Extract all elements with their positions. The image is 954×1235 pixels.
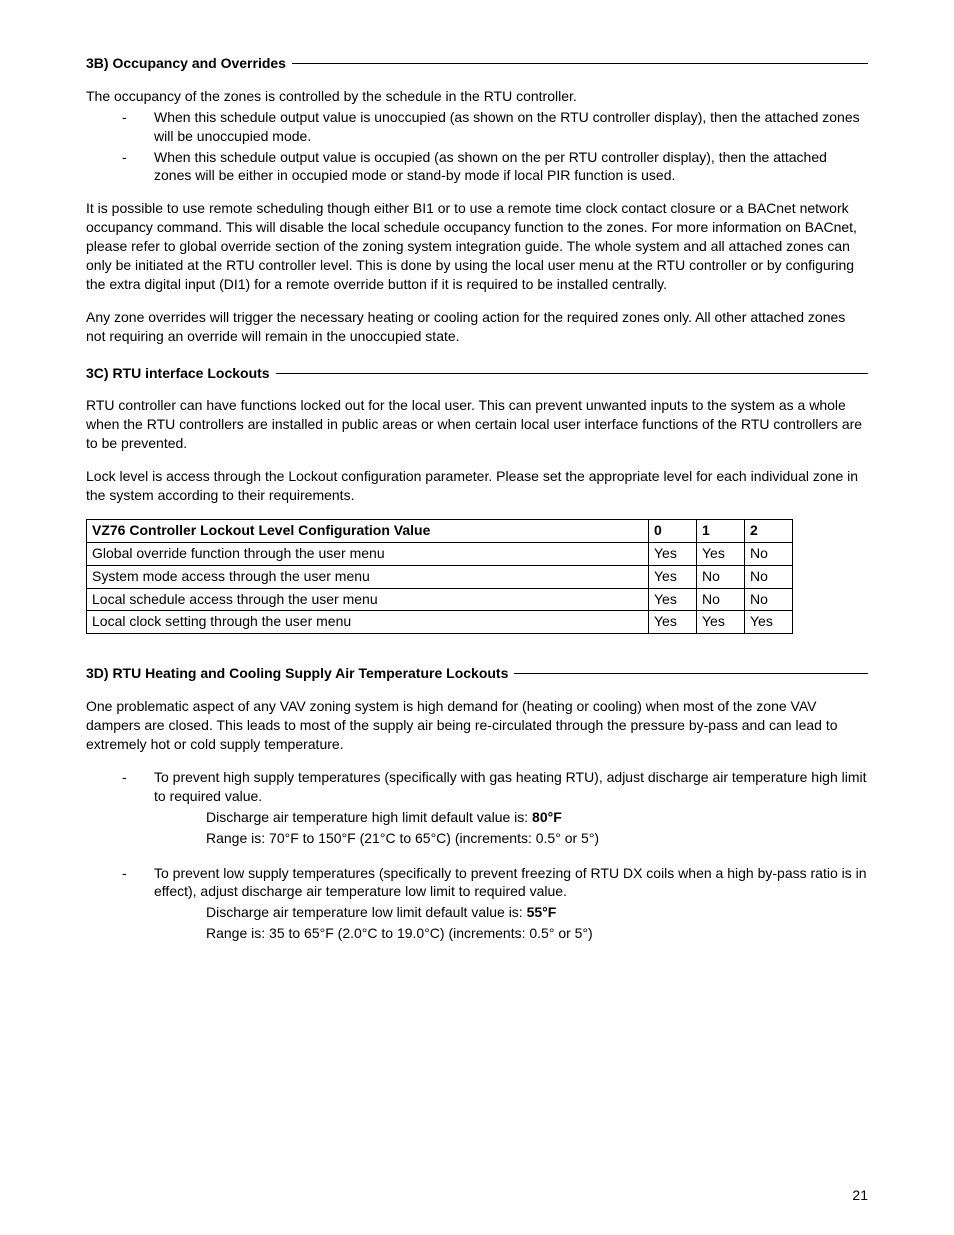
table-cell: Yes xyxy=(649,542,697,565)
table-header-cell: 2 xyxy=(745,519,793,542)
table-cell: Yes xyxy=(697,542,745,565)
para-3d-1: One problematic aspect of any VAV zoning… xyxy=(86,697,868,754)
heading-3d-text: 3D) RTU Heating and Cooling Supply Air T… xyxy=(86,664,508,683)
table-header-row: VZ76 Controller Lockout Level Configurat… xyxy=(87,519,793,542)
table-header-cell: 0 xyxy=(649,519,697,542)
table-header-cell: 1 xyxy=(697,519,745,542)
heading-3c-text: 3C) RTU interface Lockouts xyxy=(86,364,270,383)
table-cell: Yes xyxy=(745,611,793,634)
sub-line-bold: 80°F xyxy=(532,809,562,825)
heading-rule xyxy=(514,673,868,674)
heading-3c: 3C) RTU interface Lockouts xyxy=(86,364,868,383)
para-3b-intro: The occupancy of the zones is controlled… xyxy=(86,87,868,106)
table-row: Global override function through the use… xyxy=(87,542,793,565)
list-3b: When this schedule output value is unocc… xyxy=(86,108,868,186)
list-item: To prevent low supply temperatures (spec… xyxy=(86,864,868,902)
list-item: To prevent high supply temperatures (spe… xyxy=(86,768,868,806)
para-3c-2: Lock level is access through the Lockout… xyxy=(86,467,868,505)
list-item: When this schedule output value is occup… xyxy=(86,148,868,186)
table-cell: Local clock setting through the user men… xyxy=(87,611,649,634)
table-cell: No xyxy=(697,588,745,611)
page-number: 21 xyxy=(852,1186,868,1205)
table-row: Local clock setting through the user men… xyxy=(87,611,793,634)
table-cell: Local schedule access through the user m… xyxy=(87,588,649,611)
table-cell: Yes xyxy=(649,565,697,588)
table-cell: No xyxy=(745,565,793,588)
table-cell: No xyxy=(697,565,745,588)
sub-line: Range is: 70°F to 150°F (21°C to 65°C) (… xyxy=(86,829,868,848)
table-header-cell: VZ76 Controller Lockout Level Configurat… xyxy=(87,519,649,542)
table-row: Local schedule access through the user m… xyxy=(87,588,793,611)
list-item: When this schedule output value is unocc… xyxy=(86,108,868,146)
para-3b-2: It is possible to use remote scheduling … xyxy=(86,199,868,293)
heading-3b: 3B) Occupancy and Overrides xyxy=(86,54,868,73)
heading-3b-text: 3B) Occupancy and Overrides xyxy=(86,54,286,73)
table-cell: No xyxy=(745,588,793,611)
table-cell: Yes xyxy=(649,588,697,611)
sub-line: Range is: 35 to 65°F (2.0°C to 19.0°C) (… xyxy=(86,924,868,943)
list-3d-2: To prevent low supply temperatures (spec… xyxy=(86,864,868,902)
table-cell: No xyxy=(745,542,793,565)
sub-line-text: Discharge air temperature low limit defa… xyxy=(206,904,527,920)
sub-line: Discharge air temperature high limit def… xyxy=(86,808,868,827)
heading-rule xyxy=(276,373,868,374)
heading-3d: 3D) RTU Heating and Cooling Supply Air T… xyxy=(86,664,868,683)
table-row: System mode access through the user menu… xyxy=(87,565,793,588)
sub-line: Discharge air temperature low limit defa… xyxy=(86,903,868,922)
lockout-table: VZ76 Controller Lockout Level Configurat… xyxy=(86,519,793,634)
sub-line-text: Discharge air temperature high limit def… xyxy=(206,809,532,825)
table-cell: Yes xyxy=(697,611,745,634)
para-3b-3: Any zone overrides will trigger the nece… xyxy=(86,308,868,346)
table-cell: Yes xyxy=(649,611,697,634)
para-3c-1: RTU controller can have functions locked… xyxy=(86,396,868,453)
table-cell: System mode access through the user menu xyxy=(87,565,649,588)
heading-rule xyxy=(292,63,868,64)
list-3d-1: To prevent high supply temperatures (spe… xyxy=(86,768,868,806)
sub-line-bold: 55°F xyxy=(527,904,557,920)
table-cell: Global override function through the use… xyxy=(87,542,649,565)
